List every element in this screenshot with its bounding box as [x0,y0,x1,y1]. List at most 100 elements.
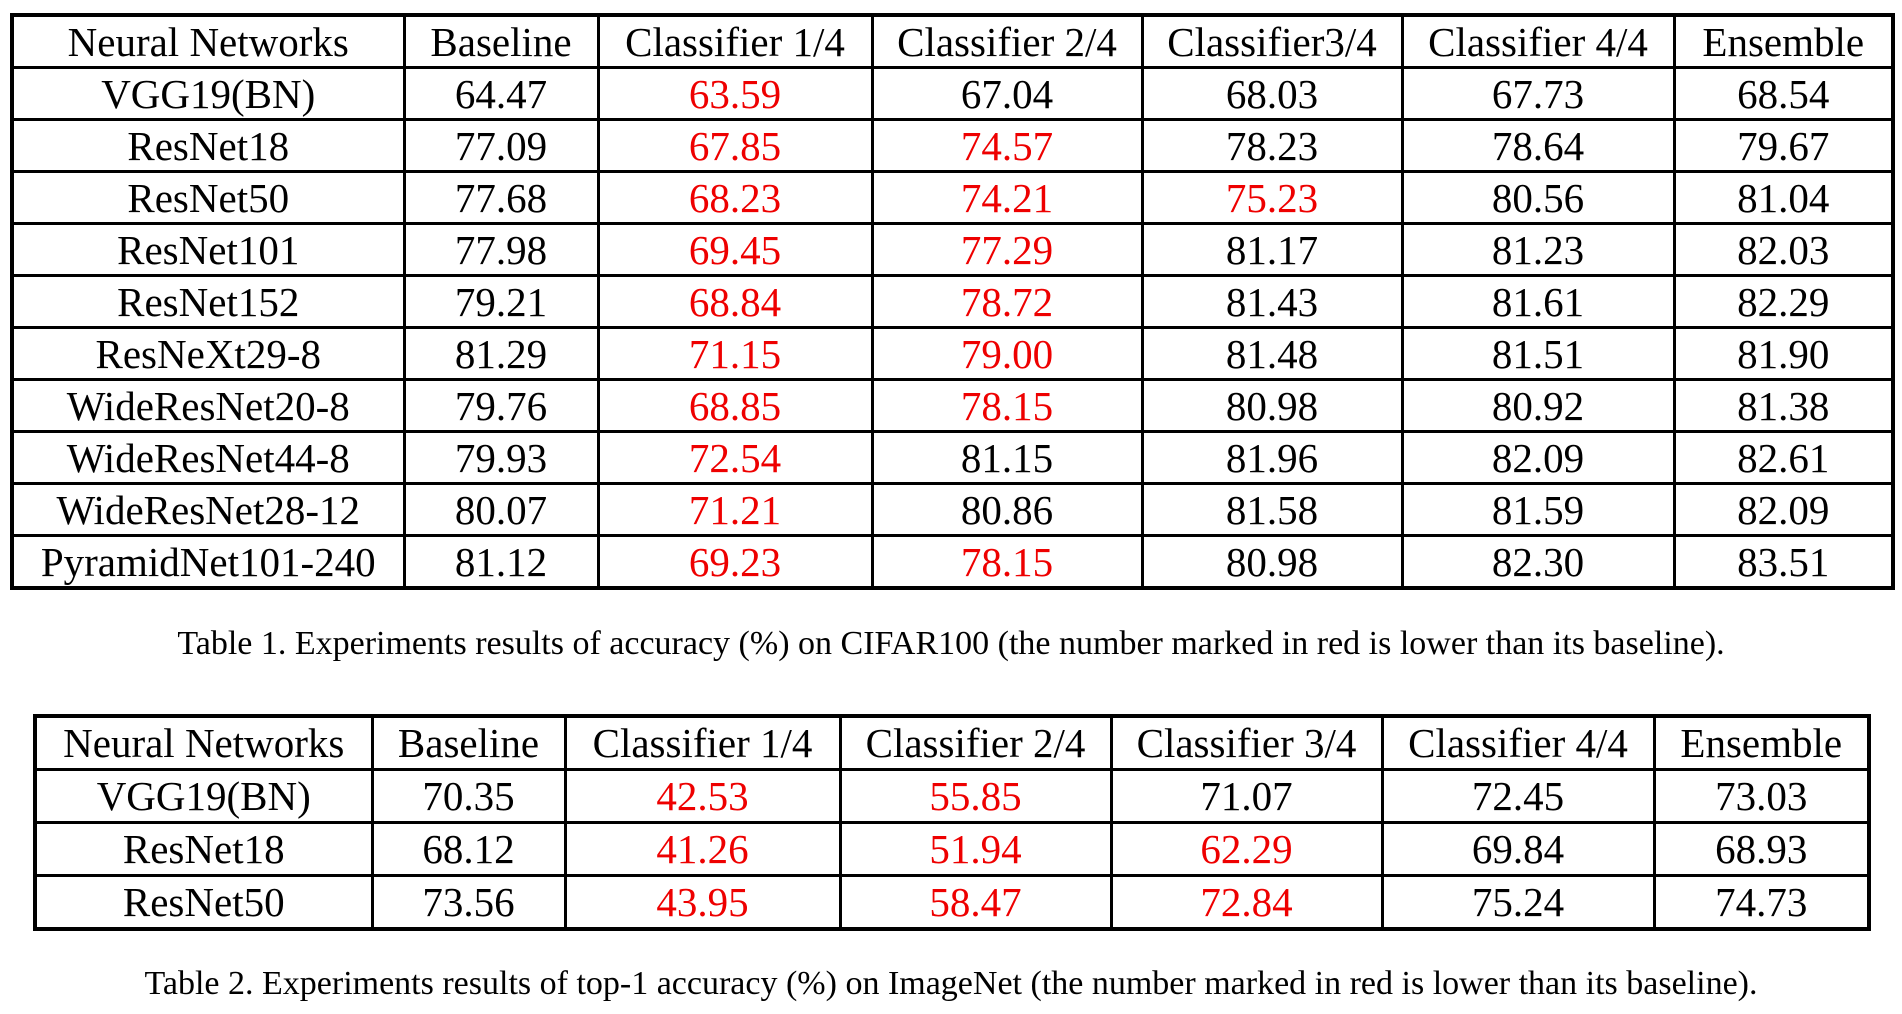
column-header: Classifier 1/4 [596,13,874,69]
network-name-cell: VGG19(BN) [10,66,406,121]
accuracy-value-cell: 82.29 [1672,274,1895,329]
accuracy-value-cell: 79.67 [1672,118,1895,173]
table-row: ResNet152 79.21 68.84 78.72 81.43 81.61 82.29 [10,274,1895,329]
accuracy-value-cell: 81.51 [1400,326,1676,381]
accuracy-value-cell: 68.85 [596,378,874,433]
column-header: Classifier 4/4 [1400,13,1676,69]
accuracy-value-cell: 73.56 [370,874,567,931]
accuracy-value-cell: 75.24 [1380,874,1656,931]
accuracy-value-cell: 80.56 [1400,170,1676,225]
column-header: Classifier 3/4 [1109,714,1384,771]
accuracy-value-cell: 81.12 [402,534,600,590]
accuracy-value-cell: 64.47 [402,66,600,121]
column-header: Classifier 2/4 [838,714,1113,771]
network-name-cell: VGG19(BN) [33,768,374,824]
network-name-cell: ResNet18 [33,821,374,877]
accuracy-value-cell: 78.23 [1140,118,1404,173]
accuracy-value-cell: 77.29 [870,222,1144,277]
network-name-cell: WideResNet20-8 [10,378,406,433]
imagenet-results-table: Neural Networks Baseline Classifier 1/4 Cla… [33,714,1871,931]
accuracy-value-cell: 58.47 [838,874,1113,931]
accuracy-value-cell: 82.09 [1400,430,1676,485]
column-header: Baseline [370,714,567,771]
column-header: Baseline [402,13,600,69]
accuracy-value-cell: 71.21 [596,482,874,537]
accuracy-value-cell: 42.53 [563,768,842,824]
accuracy-value-cell: 67.73 [1400,66,1676,121]
accuracy-value-cell: 82.61 [1672,430,1895,485]
network-name-cell: WideResNet44-8 [10,430,406,485]
accuracy-value-cell: 81.59 [1400,482,1676,537]
table-row: ResNet18 68.12 41.26 51.94 62.29 69.84 68.93 [33,821,1871,877]
accuracy-value-cell: 81.48 [1140,326,1404,381]
table-row: WideResNet44-8 79.93 72.54 81.15 81.96 82.09 8… [10,430,1895,485]
accuracy-value-cell: 68.84 [596,274,874,329]
table2-caption: Table 2. Experiments results of top-1 ac… [144,965,1758,1002]
accuracy-value-cell: 74.57 [870,118,1144,173]
accuracy-value-cell: 67.85 [596,118,874,173]
table-row: ResNet101 77.98 69.45 77.29 81.17 81.23 82.03 [10,222,1895,277]
accuracy-value-cell: 74.73 [1652,874,1871,931]
accuracy-value-cell: 68.93 [1652,821,1871,877]
table1-caption: Table 1. Experiments results of accuracy… [177,625,1725,662]
table-row: VGG19(BN) 70.35 42.53 55.85 71.07 72.45 73.03 [33,768,1871,824]
network-name-cell: ResNet50 [33,874,374,931]
accuracy-value-cell: 69.45 [596,222,874,277]
accuracy-value-cell: 73.03 [1652,768,1871,824]
accuracy-value-cell: 43.95 [563,874,842,931]
column-header: Classifier 2/4 [870,13,1144,69]
accuracy-value-cell: 69.23 [596,534,874,590]
accuracy-value-cell: 51.94 [838,821,1113,877]
accuracy-value-cell: 68.12 [370,821,567,877]
accuracy-value-cell: 77.68 [402,170,600,225]
network-name-cell: ResNet152 [10,274,406,329]
accuracy-value-cell: 78.72 [870,274,1144,329]
accuracy-value-cell: 67.04 [870,66,1144,121]
accuracy-value-cell: 77.09 [402,118,600,173]
accuracy-value-cell: 79.93 [402,430,600,485]
column-header: Ensemble [1672,13,1895,69]
accuracy-value-cell: 62.29 [1109,821,1384,877]
column-header: Classifier 4/4 [1380,714,1656,771]
network-name-cell: PyramidNet101-240 [10,534,406,590]
accuracy-value-cell: 78.15 [870,378,1144,433]
accuracy-value-cell: 72.54 [596,430,874,485]
accuracy-value-cell: 41.26 [563,821,842,877]
network-name-cell: WideResNet28-12 [10,482,406,537]
table-row: ResNet50 73.56 43.95 58.47 72.84 75.24 74.73 [33,874,1871,931]
accuracy-value-cell: 81.58 [1140,482,1404,537]
table-row: ResNet18 77.09 67.85 74.57 78.23 78.64 79.67 [10,118,1895,173]
table-row: VGG19(BN) 64.47 63.59 67.04 68.03 67.73 68.54 [10,66,1895,121]
accuracy-value-cell: 81.61 [1400,274,1676,329]
column-header: Classifier3/4 [1140,13,1404,69]
table-row: ResNeXt29-8 81.29 71.15 79.00 81.48 81.51 81.9… [10,326,1895,381]
table-row: WideResNet20-8 79.76 68.85 78.15 80.98 80.92 8… [10,378,1895,433]
accuracy-value-cell: 81.96 [1140,430,1404,485]
accuracy-value-cell: 82.03 [1672,222,1895,277]
accuracy-value-cell: 80.86 [870,482,1144,537]
accuracy-value-cell: 79.00 [870,326,1144,381]
table-row: ResNet50 77.68 68.23 74.21 75.23 80.56 81.04 [10,170,1895,225]
accuracy-value-cell: 82.09 [1672,482,1895,537]
accuracy-value-cell: 77.98 [402,222,600,277]
accuracy-value-cell: 80.92 [1400,378,1676,433]
accuracy-value-cell: 75.23 [1140,170,1404,225]
accuracy-value-cell: 72.45 [1380,768,1656,824]
accuracy-value-cell: 80.07 [402,482,600,537]
accuracy-value-cell: 81.15 [870,430,1144,485]
accuracy-value-cell: 82.30 [1400,534,1676,590]
column-header: Neural Networks [10,13,406,69]
header-row: Neural Networks Baseline Classifier 1/4 Cla… [10,13,1895,69]
accuracy-value-cell: 81.17 [1140,222,1404,277]
accuracy-value-cell: 74.21 [870,170,1144,225]
accuracy-value-cell: 78.64 [1400,118,1676,173]
accuracy-value-cell: 81.29 [402,326,600,381]
accuracy-value-cell: 81.43 [1140,274,1404,329]
accuracy-value-cell: 68.03 [1140,66,1404,121]
accuracy-value-cell: 80.98 [1140,534,1404,590]
accuracy-value-cell: 83.51 [1672,534,1895,590]
column-header: Classifier 1/4 [563,714,842,771]
column-header: Neural Networks [33,714,374,771]
accuracy-value-cell: 79.76 [402,378,600,433]
accuracy-value-cell: 55.85 [838,768,1113,824]
